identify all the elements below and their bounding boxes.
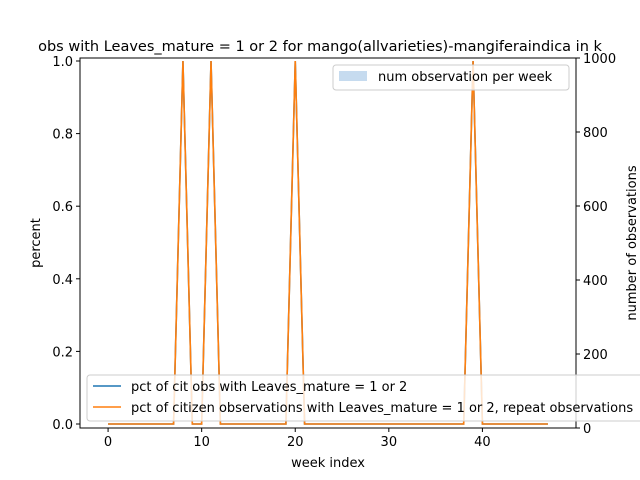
y2-tick-label: 0 [583, 422, 591, 437]
legend-bar-label: num observation per week [378, 70, 553, 85]
y2-axis-label: number of observations [625, 165, 640, 320]
x-tick-label: 0 [104, 435, 112, 450]
y2-tick-label: 600 [583, 200, 608, 215]
y-axis-label: percent [29, 218, 44, 268]
y-tick-label: 1.0 [52, 55, 73, 70]
legend-label-series-2: pct of citizen observations with Leaves_… [131, 401, 633, 416]
legend-upper-right: num observation per week [332, 64, 570, 91]
x-tick-label: 10 [193, 435, 210, 450]
y-tick-label: 0.6 [52, 200, 73, 215]
y-tick-label: 0.2 [52, 345, 73, 360]
plot-frame [79, 57, 577, 429]
y-axis-left: 0.0 0.2 0.4 0.6 0.8 1.0 [52, 55, 80, 433]
legend-bar-swatch [339, 71, 367, 81]
x-axis-label: week index [291, 456, 365, 471]
y-tick-label: 0.8 [52, 128, 73, 143]
y-tick-label: 0.4 [52, 273, 73, 288]
y2-tick-label: 1000 [583, 52, 616, 67]
y-axis-right: 0 200 400 600 800 1000 [576, 52, 616, 437]
x-axis: 0 10 20 30 40 [104, 428, 491, 450]
y2-tick-label: 200 [583, 348, 608, 363]
lines-layer [108, 60, 548, 425]
legend-box [86, 374, 640, 422]
y2-tick-label: 400 [583, 274, 608, 289]
y-tick-label: 0.0 [52, 418, 73, 433]
y2-tick-label: 800 [583, 126, 608, 141]
x-tick-label: 40 [474, 435, 491, 450]
legend-label-series-1: pct of cit obs with Leaves_mature = 1 or… [131, 380, 407, 395]
chart-title: obs with Leaves_mature = 1 or 2 for mang… [38, 39, 602, 55]
x-tick-label: 20 [287, 435, 304, 450]
series-line-2 [108, 60, 548, 425]
legend-box [332, 64, 570, 91]
x-tick-label: 30 [381, 435, 398, 450]
legend-lower-left: pct of cit obs with Leaves_mature = 1 or… [86, 374, 640, 422]
